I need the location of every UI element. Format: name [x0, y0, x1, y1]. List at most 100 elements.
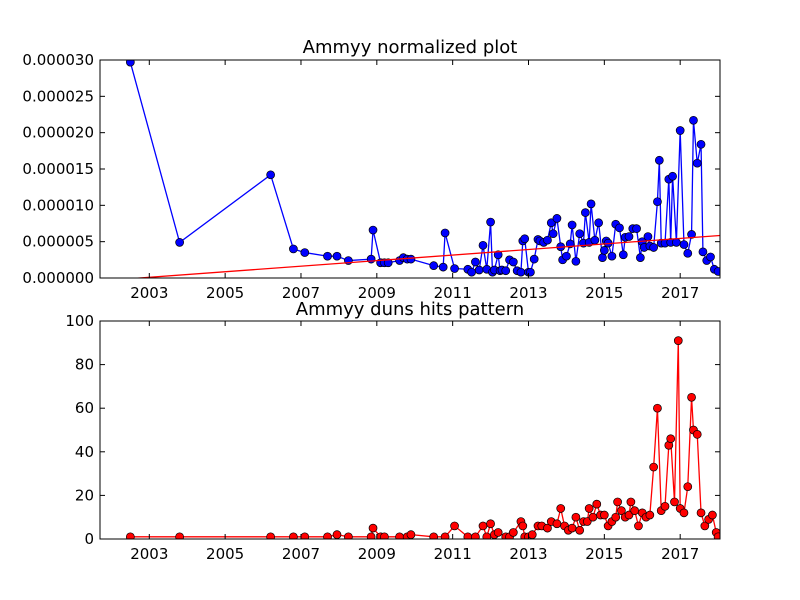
normalized-plot-data-point	[467, 267, 476, 277]
normalized-plot-data-point	[643, 232, 653, 241]
duns-hits-data-point	[471, 532, 480, 539]
normalized-plot-data-point	[675, 126, 685, 135]
duns-hits-data-point	[368, 523, 378, 533]
normalized-plot-data-layer	[125, 60, 720, 278]
duns-hits-data-point	[406, 530, 416, 539]
duns-hits-data-point	[670, 497, 679, 507]
normalized-plot-data-point	[520, 234, 530, 244]
normalized-plot-data-point	[706, 252, 715, 262]
normalized-plot-data-point	[653, 197, 662, 207]
normalized-plot-data-point	[383, 258, 393, 268]
normalized-plot-x-tick-label: 2005	[206, 284, 244, 302]
duns-hits-data-point	[323, 532, 332, 539]
duns-hits-data-point	[630, 506, 640, 516]
duns-hits-data-point	[592, 499, 602, 509]
duns-hits-y-tick-label: 60	[75, 399, 94, 417]
normalized-plot-data-point	[543, 235, 552, 245]
normalized-plot-data-point	[474, 265, 484, 275]
normalized-plot-data-point	[440, 228, 450, 238]
duns-hits-data-point	[482, 532, 492, 539]
duns-hits-data-point	[543, 523, 552, 533]
normalized-plot-data-point	[332, 251, 342, 261]
duns-hits-data-point	[380, 532, 389, 539]
normalized-plot-data-point	[581, 208, 590, 217]
normalized-plot-data-point	[366, 254, 376, 264]
duns-hits-x-tick-label: 2005	[206, 545, 244, 563]
duns-hits-data-point	[571, 512, 581, 522]
duns-hits-data-point	[567, 523, 577, 533]
normalized-plot-data-point	[266, 170, 275, 180]
normalized-plot-data-point	[478, 240, 488, 250]
duns-hits-y-tick-label: 0	[84, 530, 94, 548]
normalized-plot-data-point	[624, 232, 634, 241]
duns-hits-x-tick-label: 2017	[661, 545, 699, 563]
duns-hits-data-point	[611, 512, 621, 522]
duns-hits-data-point	[588, 512, 598, 522]
duns-hits-data-point	[575, 525, 585, 535]
duns-hits-data-point	[679, 508, 689, 518]
normalized-plot-data-point	[289, 244, 298, 254]
normalized-plot-data-point	[615, 223, 624, 233]
normalized-plot-y-tick-label: 0.000010	[22, 196, 94, 214]
duns-hits-data-point	[708, 510, 717, 520]
duns-hits-data-point	[645, 510, 655, 520]
duns-hits-data-point	[713, 532, 720, 539]
duns-hits-data-point	[700, 521, 710, 531]
duns-hits-data-point	[450, 521, 459, 531]
normalized-plot-data-point	[586, 199, 596, 209]
normalized-plot-data-point	[594, 218, 604, 228]
normalized-plot-series-1-line	[130, 234, 720, 278]
normalized-plot-data-point	[696, 139, 706, 149]
duns-hits-data-point	[395, 532, 404, 539]
normalized-plot-data-point	[598, 253, 607, 262]
normalized-plot-data-point	[649, 243, 658, 252]
duns-hits-data-point	[300, 532, 310, 539]
duns-hits-data-layer	[125, 336, 720, 539]
normalized-plot-y-tick-label: 0.000030	[22, 51, 94, 69]
normalized-plot-y-tick-label: 0.000020	[22, 124, 94, 142]
duns-hits-data-point	[696, 508, 706, 518]
duns-hits-x-tick-label: 2009	[358, 545, 396, 563]
normalized-plot-data-point	[526, 267, 535, 277]
normalized-plot-data-point	[300, 248, 310, 257]
duns-hits-data-point	[683, 482, 693, 492]
duns-hits-data-point	[692, 430, 702, 439]
duns-hits-data-point	[332, 530, 342, 539]
normalized-plot-data-point	[668, 171, 677, 181]
duns-hits-x-tick-label: 2015	[585, 545, 623, 563]
normalized-plot-data-point	[546, 218, 556, 228]
normalized-plot-data-point	[552, 214, 562, 223]
normalized-plot-data-point	[516, 267, 526, 277]
normalized-plot-data-point	[501, 266, 511, 276]
duns-hits-data-point	[527, 530, 537, 539]
normalized-plot-data-point	[607, 251, 617, 261]
duns-hits-series-0-line	[130, 340, 719, 539]
duns-hits-axes-frame	[99, 320, 721, 540]
duns-hits-data-point	[584, 504, 594, 513]
normalized-plot-data-point	[567, 220, 577, 230]
normalized-plot-data-point	[683, 248, 693, 258]
duns-hits-data-point	[289, 532, 298, 539]
normalized-plot-data-point	[438, 262, 448, 272]
duns-hits-data-point	[613, 497, 622, 507]
duns-hits-data-point	[634, 521, 643, 531]
duns-hits-data-point	[125, 532, 135, 539]
normalized-plot-data-point	[450, 264, 459, 273]
duns-hits-data-point	[673, 336, 683, 345]
duns-hits-data-point	[478, 521, 488, 531]
normalized-plot-data-point	[654, 155, 664, 165]
normalized-plot-data-point	[368, 225, 378, 235]
normalized-plot-data-point	[508, 257, 518, 267]
normalized-plot-x-tick-label: 2009	[358, 284, 396, 302]
duns-hits-data-point	[552, 519, 562, 529]
normalized-plot-data-point	[698, 247, 708, 257]
duns-hits-data-point	[660, 501, 670, 511]
duns-hits-data-point	[344, 532, 353, 539]
normalized-plot-data-point	[689, 115, 698, 125]
duns-hits-y-tick-label: 100	[65, 312, 94, 330]
normalized-plot-data-point	[323, 251, 332, 261]
normalized-plot-data-point	[575, 229, 585, 239]
normalized-plot-data-point	[125, 60, 135, 67]
duns-hits-x-tick-label: 2007	[282, 545, 320, 563]
